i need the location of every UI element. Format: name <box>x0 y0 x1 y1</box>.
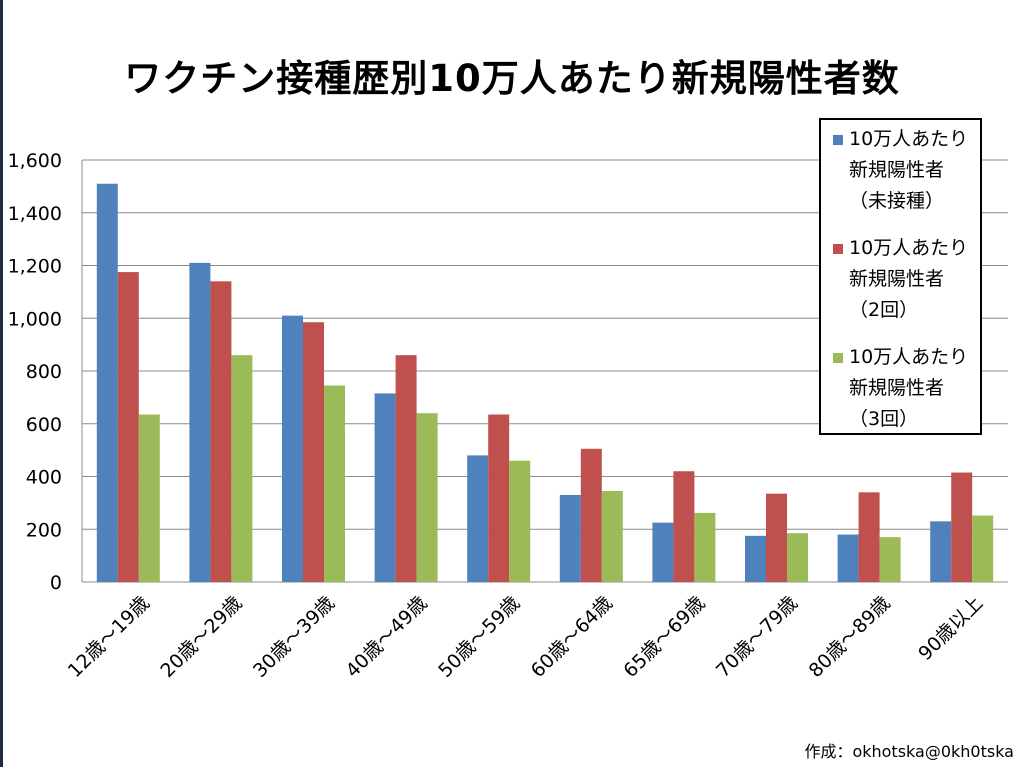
y-tick-label: 1,600 <box>8 150 62 172</box>
x-tick-label: 20歳～29歳 <box>156 592 246 682</box>
y-tick-label: 400 <box>26 467 62 489</box>
legend-swatch <box>833 135 843 145</box>
x-tick-label: 65歳～69歳 <box>619 592 709 682</box>
bar <box>766 493 787 582</box>
bar <box>837 534 859 582</box>
bar <box>879 537 901 582</box>
bar <box>374 393 396 582</box>
legend-label: 10万人あたり 新規陽性者 （2回） <box>849 237 969 321</box>
left-edge-bar <box>0 0 3 767</box>
bar <box>930 521 952 582</box>
x-tick-label: 50歳～59歳 <box>434 592 524 682</box>
x-tick-label: 90歳以上 <box>914 592 987 665</box>
bar <box>282 315 303 582</box>
bar <box>231 355 253 582</box>
bar <box>303 322 324 582</box>
chart-legend: 10万人あたり 新規陽性者 （未接種） 10万人あたり 新規陽性者 （2回） 10万… <box>819 118 982 435</box>
y-tick-label: 200 <box>26 519 62 541</box>
bar <box>117 272 139 582</box>
bar <box>96 183 118 583</box>
x-tick-label: 12歳～19歳 <box>64 592 154 682</box>
x-tick-label: 80歳～89歳 <box>805 592 895 682</box>
bar <box>559 494 581 582</box>
bar <box>324 385 345 582</box>
bar <box>210 281 232 582</box>
bar <box>972 515 994 582</box>
bar <box>509 460 531 582</box>
legend-label: 10万人あたり 新規陽性者 （3回） <box>849 346 969 430</box>
y-tick-label: 1,200 <box>8 256 62 278</box>
legend-swatch <box>833 244 843 254</box>
bar <box>395 355 417 582</box>
bar <box>951 472 973 582</box>
bar <box>652 522 674 582</box>
y-tick-label: 1,000 <box>8 308 62 330</box>
bar <box>694 512 716 582</box>
y-tick-label: 0 <box>50 572 62 594</box>
x-tick-label: 30歳～39歳 <box>249 592 339 682</box>
x-tick-label: 40歳～49歳 <box>342 592 432 682</box>
bar <box>138 414 160 582</box>
y-tick-label: 800 <box>26 361 62 383</box>
y-tick-label: 600 <box>26 414 62 436</box>
x-tick-label: 60歳～64歳 <box>527 592 617 682</box>
bar <box>416 413 438 582</box>
bar <box>488 414 510 582</box>
bar <box>467 455 489 582</box>
bar <box>787 533 808 582</box>
chart-title: ワクチン接種歴別10万人あたり新規陽性者数 <box>124 57 900 100</box>
bar <box>745 535 766 582</box>
x-tick-label: 70歳～79歳 <box>712 592 802 682</box>
bar <box>673 471 695 582</box>
author-credit: 作成：okhotska@0kh0tska <box>804 742 1014 761</box>
legend-label: 10万人あたり 新規陽性者 （未接種） <box>849 128 969 212</box>
bar <box>601 491 623 582</box>
y-tick-label: 1,400 <box>8 203 62 225</box>
legend-swatch <box>833 353 843 363</box>
bar <box>580 448 602 582</box>
bar <box>858 492 880 582</box>
bar <box>189 262 211 582</box>
